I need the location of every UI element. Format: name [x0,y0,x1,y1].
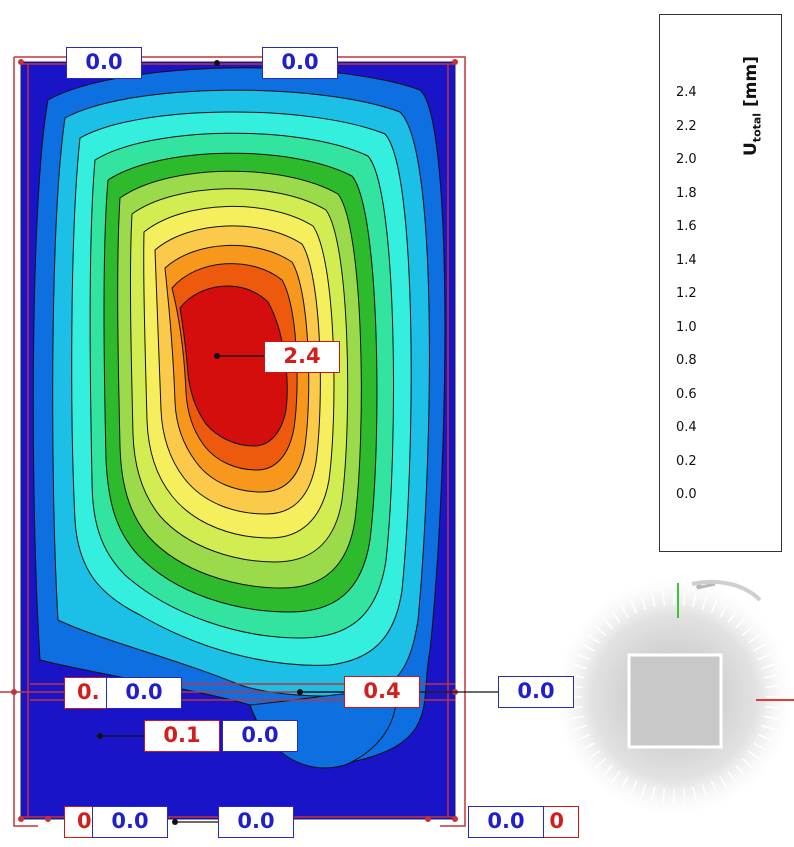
legend-tick-label: 2.4 [676,85,697,100]
dial-tick [753,742,767,751]
support-nodes [11,59,458,822]
dial-tick [763,674,778,679]
value-label-low-red: 0.1 [144,720,220,752]
dial-tick [727,770,737,784]
legend-title: Utotal [mm] [741,56,764,156]
dial-tick [594,625,607,636]
legend-tick-label: 1.2 [676,286,697,301]
dial-tick [576,733,591,741]
legend-tick-label: 1.4 [676,252,697,268]
value-label-mid-center: 0.4 [344,676,420,708]
dial-tick [611,770,621,784]
dial-tick [630,780,638,795]
dial-tick [640,784,647,799]
dial-tick [719,776,728,790]
value-label-mid-left-blue: 0.0 [106,677,182,709]
value-label-bottom-left: 0.0 [92,806,168,838]
dial-tick [701,784,708,799]
dial-tick [727,610,737,624]
leader-points [97,60,303,825]
nav-cube-face[interactable] [627,653,723,749]
value-label-bottom-center: 0.0 [218,806,294,838]
dial-tick [682,591,686,606]
dial-tick [710,780,718,795]
dial-tick [620,776,629,790]
legend-tick-label: 0.4 [676,420,697,435]
dial-tick [587,634,601,644]
dial-tick [701,595,708,610]
value-label-top-left: 0.0 [66,47,142,79]
dial-tick [662,788,666,803]
value-label-low-blue: 0.0 [222,720,298,752]
value-label-max: 2.4 [264,341,340,373]
dial-tick [747,634,761,644]
dial-tick [640,595,647,610]
dial-tick [572,663,587,670]
dial-tick [765,685,780,689]
value-label-mid-left-red: 0. [64,677,112,709]
dial-tick [630,599,638,614]
value-label-bottom-right: 0.0 [468,806,544,838]
dial-tick [741,625,754,636]
dial-tick [763,715,778,720]
dial-tick [761,724,776,731]
contour-bands [32,67,446,769]
dial-tick [662,591,666,606]
dial-tick [620,604,629,618]
value-label-top-right: 0.0 [262,47,338,79]
dial-tick [581,643,595,652]
dial-tick [682,788,686,803]
legend-tick-label: 1.0 [676,319,697,335]
dial-tick [747,750,761,760]
dial-tick [692,786,697,801]
dial-tick [757,733,772,741]
dial-tick [735,764,746,777]
legend-tick-label: 2.0 [676,152,697,167]
legend-tick-label: 0.0 [676,487,697,502]
dial-tick [611,610,621,624]
legend-tick-label: 2.2 [676,118,697,134]
leader-lines [70,355,498,823]
dial-tick [741,758,754,769]
dial-tick [572,724,587,731]
contour-band-2-4 [179,285,288,447]
dial-tick [757,653,772,661]
dial-tick [581,742,595,751]
legend-tick-label: 1.8 [676,185,697,201]
navigation-cube[interactable] [556,579,794,815]
dial-tick [570,715,585,720]
dial-tick [602,617,613,630]
dial-tick [719,604,728,618]
legend-tick-label: 1.6 [676,219,697,234]
dial-tick [651,593,656,608]
legend-panel [659,14,782,552]
dial-tick [587,750,601,760]
dial-tick [761,663,776,670]
value-label-bottom-left-red: 0 [64,806,104,838]
dial-tick [651,786,656,801]
dial-tick [576,653,591,661]
dial-tick [753,643,767,652]
dial-tick [594,758,607,769]
dial-tick [710,599,718,614]
legend-tick-label: 0.8 [676,353,697,368]
legend-tick-label: 0.6 [676,386,697,402]
value-label-mid-right: 0.0 [498,676,574,708]
rotate-arc [691,579,762,602]
nav-dial-ticks [568,591,780,803]
dial-tick [765,705,780,709]
legend-tick-label: 0.2 [676,453,697,469]
dial-tick [602,764,613,777]
dial-tick [735,617,746,630]
dial-tick [570,674,585,679]
dial-tick [692,593,697,608]
